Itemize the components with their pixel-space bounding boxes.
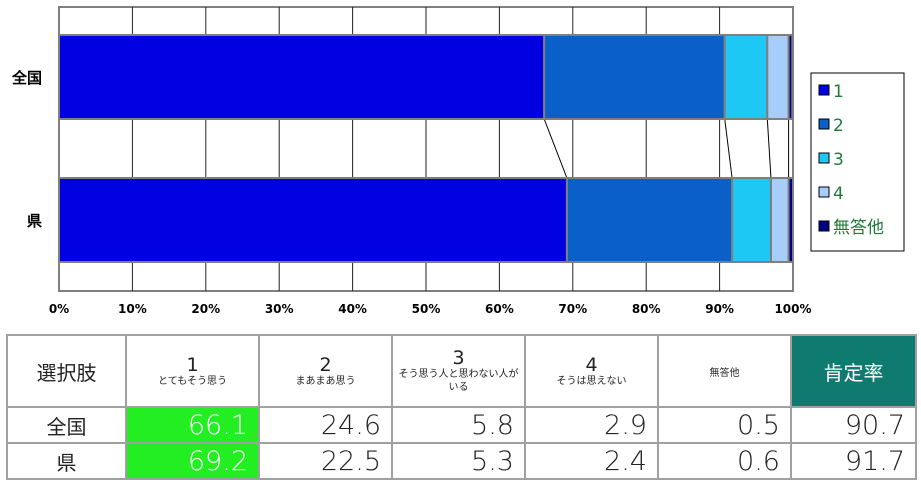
x-tick-label: 100%	[774, 302, 811, 316]
series-lines-layer	[543, 118, 790, 179]
axis-layer: 0% 10% 20% 30% 40% 50% 60% 70% 80% 90% 100% 全国県	[11, 69, 812, 316]
category-label: 全国	[11, 69, 42, 87]
x-tick-label: 0%	[49, 302, 69, 316]
legend: 1 2 3 4 無答他	[810, 72, 905, 252]
header-choice-1: 1 とてもそう思う	[125, 334, 260, 408]
cell-value: 0.6	[657, 442, 792, 480]
category-label: 県	[27, 212, 42, 230]
table-row: 県 69.2 22.5 5.3 2.4 0.6 91.7	[6, 442, 917, 480]
legend-label: 2	[833, 116, 844, 136]
row-label-prefecture: 県	[6, 442, 127, 480]
x-tick-label: 20%	[191, 302, 220, 316]
bar-segment-1	[58, 34, 546, 120]
cell-value: 69.2	[125, 442, 260, 480]
x-tick-label: 70%	[558, 302, 587, 316]
x-tick-label: 80%	[632, 302, 661, 316]
legend-label: 3	[833, 150, 844, 170]
choice-number: 2	[319, 353, 332, 376]
table-row: 全国 66.1 24.6 5.8 2.9 0.5 90.7	[6, 406, 917, 444]
cell-value: 2.9	[524, 406, 659, 444]
cell-value: 24.6	[258, 406, 393, 444]
header-no-answer: 無答他	[657, 334, 792, 408]
bar-segment-4	[769, 177, 790, 263]
choice-text: まあまあ思う	[295, 375, 356, 387]
series-line	[766, 118, 772, 179]
legend-label: 1	[833, 82, 844, 102]
bar-segment-3	[723, 34, 769, 120]
cell-value: 66.1	[125, 406, 260, 444]
header-choice-label: 選択肢	[6, 334, 127, 408]
series-line	[543, 118, 568, 179]
table-header-row: 選択肢 1 とてもそう思う 2 まあまあ思う 3 そう思う人と思わない人がいる …	[6, 334, 917, 408]
x-tick-label: 10%	[118, 302, 147, 316]
row-label-national: 全国	[6, 406, 127, 444]
bar-segment-4	[766, 34, 790, 120]
choice-text: そう思う人と思わない人がいる	[398, 369, 519, 393]
legend-swatch	[818, 152, 830, 164]
header-choice-2: 2 まあまあ思う	[258, 334, 393, 408]
cell-value: 5.3	[391, 442, 526, 480]
legend-swatch	[818, 186, 830, 198]
bar-segment-3	[731, 177, 772, 263]
stacked-bar-chart: 0% 10% 20% 30% 40% 50% 60% 70% 80% 90% 100% 全国県 1 2 3…	[11, 6, 905, 316]
bar-segment-無答他	[787, 34, 794, 120]
bar-segment-無答他	[787, 177, 795, 263]
cell-value: 2.4	[524, 442, 659, 480]
cell-value: 0.5	[657, 406, 792, 444]
series-line	[724, 118, 733, 179]
header-choice-4: 4 そうは思えない	[524, 334, 659, 408]
choice-text: とてもそう思う	[158, 375, 227, 387]
bars-layer	[58, 34, 795, 263]
cell-value: 5.8	[391, 406, 526, 444]
header-choice-3: 3 そう思う人と思わない人がいる	[391, 334, 526, 408]
cell-value: 22.5	[258, 442, 393, 480]
choice-number: 3	[452, 347, 465, 369]
x-tick-label: 40%	[338, 302, 367, 316]
x-tick-label: 60%	[485, 302, 514, 316]
legend-swatch	[818, 118, 830, 130]
x-tick-label: 50%	[412, 302, 441, 316]
choice-number: 4	[585, 353, 598, 376]
legend-swatch	[818, 84, 830, 96]
choice-text: そうは思えない	[556, 375, 627, 387]
x-tick-label: 30%	[265, 302, 294, 316]
choice-number: 1	[186, 353, 199, 376]
x-tick-label: 90%	[705, 302, 734, 316]
cell-value: 90.7	[790, 406, 917, 444]
bar-segment-2	[543, 34, 726, 120]
bar-segment-1	[58, 177, 568, 263]
bar-segment-2	[565, 177, 734, 263]
header-affirmative-rate: 肯定率	[790, 334, 917, 408]
summary-table: 選択肢 1 とてもそう思う 2 まあまあ思う 3 そう思う人と思わない人がいる …	[6, 334, 917, 480]
cell-value: 91.7	[790, 442, 917, 480]
legend-swatch	[818, 220, 830, 232]
legend-label: 無答他	[833, 218, 884, 238]
legend-label: 4	[833, 184, 844, 204]
